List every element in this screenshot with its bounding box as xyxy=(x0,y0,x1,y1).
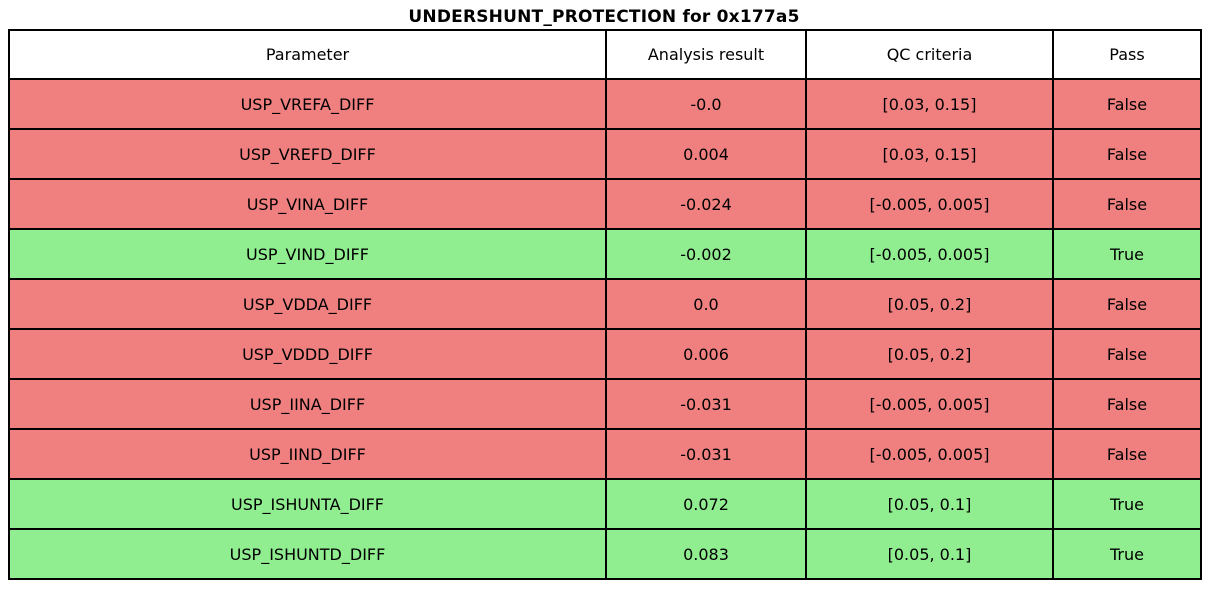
cell-parameter: USP_IINA_DIFF xyxy=(8,378,607,430)
table-row: USP_VDDA_DIFF 0.0 [0.05, 0.2] False xyxy=(8,278,1202,330)
table-row: USP_VDDD_DIFF 0.006 [0.05, 0.2] False xyxy=(8,328,1202,380)
cell-criteria: [0.05, 0.1] xyxy=(805,528,1054,580)
cell-pass: False xyxy=(1052,428,1202,480)
cell-parameter: USP_VDDD_DIFF xyxy=(8,328,607,380)
cell-criteria: [-0.005, 0.005] xyxy=(805,378,1054,430)
cell-pass: True xyxy=(1052,478,1202,530)
cell-criteria: [-0.005, 0.005] xyxy=(805,178,1054,230)
cell-result: -0.002 xyxy=(605,228,807,280)
cell-parameter: USP_ISHUNTA_DIFF xyxy=(8,478,607,530)
cell-parameter: USP_IIND_DIFF xyxy=(8,428,607,480)
cell-pass: True xyxy=(1052,528,1202,580)
cell-criteria: [-0.005, 0.005] xyxy=(805,428,1054,480)
table-row: USP_IINA_DIFF -0.031 [-0.005, 0.005] False xyxy=(8,378,1202,430)
table-row: USP_VREFA_DIFF -0.0 [0.03, 0.15] False xyxy=(8,78,1202,130)
cell-pass: False xyxy=(1052,178,1202,230)
cell-criteria: [0.03, 0.15] xyxy=(805,78,1054,130)
table-row: USP_ISHUNTD_DIFF 0.083 [0.05, 0.1] True xyxy=(8,528,1202,580)
cell-result: 0.0 xyxy=(605,278,807,330)
cell-pass: False xyxy=(1052,278,1202,330)
cell-criteria: [0.03, 0.15] xyxy=(805,128,1054,180)
cell-criteria: [0.05, 0.2] xyxy=(805,278,1054,330)
cell-result: 0.083 xyxy=(605,528,807,580)
cell-result: 0.072 xyxy=(605,478,807,530)
table-body: USP_VREFA_DIFF -0.0 [0.03, 0.15] False USP_V… xyxy=(8,78,1202,580)
column-header-parameter: Parameter xyxy=(8,29,607,80)
cell-result: -0.024 xyxy=(605,178,807,230)
cell-result: 0.006 xyxy=(605,328,807,380)
table-row: USP_VREFD_DIFF 0.004 [0.03, 0.15] False xyxy=(8,128,1202,180)
table-row: USP_ISHUNTA_DIFF 0.072 [0.05, 0.1] True xyxy=(8,478,1202,530)
table-header: Parameter Analysis result QC criteria Pass xyxy=(8,29,1202,80)
cell-criteria: [-0.005, 0.005] xyxy=(805,228,1054,280)
table-row: USP_VIND_DIFF -0.002 [-0.005, 0.005] True xyxy=(8,228,1202,280)
cell-result: -0.031 xyxy=(605,378,807,430)
cell-parameter: USP_VREFA_DIFF xyxy=(8,78,607,130)
cell-parameter: USP_VDDA_DIFF xyxy=(8,278,607,330)
cell-parameter: USP_VINA_DIFF xyxy=(8,178,607,230)
cell-criteria: [0.05, 0.1] xyxy=(805,478,1054,530)
column-header-pass: Pass xyxy=(1052,29,1202,80)
cell-parameter: USP_VREFD_DIFF xyxy=(8,128,607,180)
header-row: Parameter Analysis result QC criteria Pass xyxy=(8,29,1202,80)
column-header-qc-criteria: QC criteria xyxy=(805,29,1054,80)
cell-pass: False xyxy=(1052,78,1202,130)
table-row: USP_VINA_DIFF -0.024 [-0.005, 0.005] False xyxy=(8,178,1202,230)
cell-pass: False xyxy=(1052,328,1202,380)
cell-result: -0.0 xyxy=(605,78,807,130)
table-row: USP_IIND_DIFF -0.031 [-0.005, 0.005] False xyxy=(8,428,1202,480)
cell-criteria: [0.05, 0.2] xyxy=(805,328,1054,380)
cell-result: 0.004 xyxy=(605,128,807,180)
cell-parameter: USP_VIND_DIFF xyxy=(8,228,607,280)
cell-parameter: USP_ISHUNTD_DIFF xyxy=(8,528,607,580)
figure-title: UNDERSHUNT_PROTECTION for 0x177a5 xyxy=(408,7,800,27)
cell-pass: True xyxy=(1052,228,1202,280)
cell-pass: False xyxy=(1052,128,1202,180)
cell-result: -0.031 xyxy=(605,428,807,480)
qc-results-table: Parameter Analysis result QC criteria Pass … xyxy=(8,29,1202,580)
column-header-analysis-result: Analysis result xyxy=(605,29,807,80)
cell-pass: False xyxy=(1052,378,1202,430)
